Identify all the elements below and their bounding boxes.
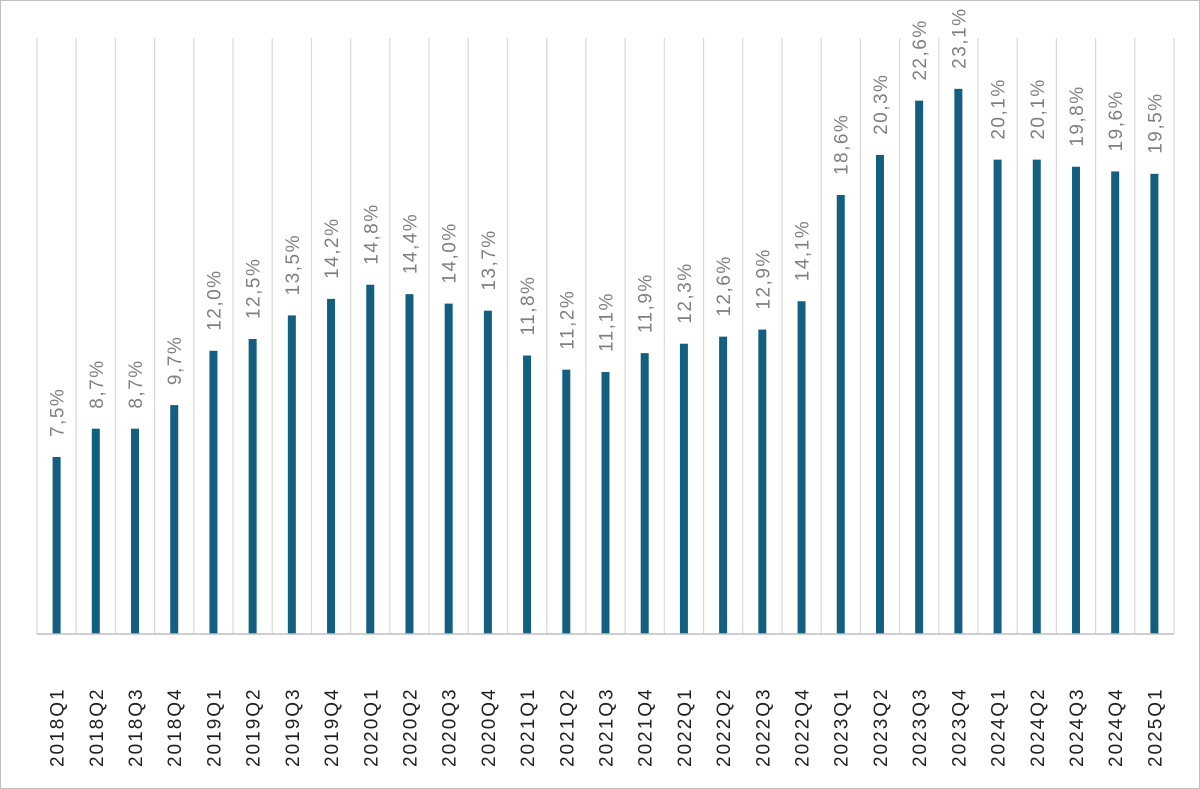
- x-tick-label: 2023Q4: [949, 687, 970, 767]
- x-tick-label: 2018Q3: [126, 687, 147, 767]
- data-label: 18,6%: [832, 114, 853, 175]
- x-tick-label: 2022Q4: [793, 687, 814, 767]
- x-tick-label: 2025Q1: [1145, 687, 1166, 767]
- x-tick-label: 2022Q1: [675, 687, 696, 767]
- bars: [52, 88, 1159, 635]
- x-tick-label: 2019Q3: [283, 687, 304, 767]
- x-tick-labels: 2018Q1 2018Q2 2018Q3 2018Q4 2019Q1 2019Q2 2019…: [48, 687, 1167, 767]
- data-label: 14,8%: [361, 203, 382, 264]
- x-tick-label: 2021Q1: [518, 687, 539, 767]
- bar: [91, 428, 100, 634]
- bar: [170, 405, 179, 634]
- bar: [366, 284, 375, 634]
- x-tick-label: 2019Q4: [322, 687, 343, 767]
- data-label: 14,2%: [322, 218, 343, 279]
- bar: [1032, 159, 1041, 634]
- bar: [954, 88, 963, 635]
- bar: [287, 315, 296, 634]
- x-tick-label: 2021Q2: [557, 687, 578, 767]
- bar: [758, 329, 767, 634]
- bar: [915, 100, 924, 634]
- data-label: 23,1%: [949, 7, 970, 68]
- x-tick-label: 2018Q1: [48, 687, 69, 767]
- bar: [562, 369, 571, 634]
- data-label: 11,1%: [597, 292, 618, 352]
- data-label: 19,6%: [1106, 90, 1127, 151]
- data-label: 12,0%: [204, 269, 225, 330]
- bar: [993, 159, 1002, 634]
- data-label: 11,2%: [557, 290, 578, 350]
- data-label: 14,0%: [440, 222, 461, 283]
- x-tick-label: 2024Q3: [1067, 687, 1088, 767]
- bar: [52, 457, 61, 634]
- bar: [1150, 173, 1159, 635]
- data-label: 12,6%: [714, 255, 735, 316]
- gridlines: [36, 38, 1175, 634]
- data-label: 12,3%: [675, 262, 696, 323]
- x-tick-label: 2023Q3: [910, 687, 931, 767]
- x-tick-label: 2024Q2: [1028, 687, 1049, 767]
- data-label: 12,5%: [244, 258, 265, 319]
- x-tick-label: 2023Q1: [832, 687, 853, 767]
- data-label: 14,1%: [793, 220, 814, 281]
- x-tick-label: 2020Q1: [361, 687, 382, 767]
- data-label: 20,1%: [989, 78, 1010, 139]
- bar: [640, 353, 649, 634]
- x-tick-label: 2020Q4: [479, 687, 500, 767]
- bar: [1071, 166, 1080, 634]
- data-label: 20,3%: [871, 74, 892, 135]
- data-label: 19,8%: [1067, 85, 1088, 146]
- bar: [405, 294, 414, 634]
- bar: [679, 343, 688, 634]
- x-tick-label: 2018Q2: [87, 687, 108, 767]
- data-label: 22,6%: [910, 19, 931, 80]
- data-label: 13,7%: [479, 229, 500, 290]
- data-label: 9,7%: [165, 336, 186, 385]
- bar: [601, 372, 610, 634]
- x-tick-label: 2019Q1: [204, 687, 225, 767]
- x-tick-label: 2023Q2: [871, 687, 892, 767]
- x-tick-label: 2021Q4: [636, 687, 657, 767]
- x-tick-label: 2019Q2: [244, 687, 265, 767]
- x-tick-label: 2022Q3: [753, 687, 774, 767]
- bar: [483, 310, 492, 634]
- x-tick-label: 2020Q3: [440, 687, 461, 767]
- bar: [1111, 171, 1120, 634]
- bar: [209, 350, 218, 634]
- data-label: 11,9%: [636, 273, 657, 333]
- bar: [797, 301, 806, 634]
- data-label: 8,7%: [87, 359, 108, 408]
- x-tick-label: 2020Q2: [400, 687, 421, 767]
- bar: [836, 195, 845, 635]
- x-tick-label: 2024Q1: [989, 687, 1010, 767]
- data-labels: 7,5% 8,7% 8,7% 9,7% 12,0% 12,5% 13,5% 14,2% 14,8…: [48, 7, 1167, 437]
- bar: [248, 339, 257, 634]
- bar: [719, 336, 728, 634]
- bar: [327, 298, 336, 634]
- data-label: 19,5%: [1145, 92, 1166, 153]
- x-tick-label: 2022Q2: [714, 687, 735, 767]
- x-tick-label: 2018Q4: [165, 687, 186, 767]
- x-tick-label: 2024Q4: [1106, 687, 1127, 767]
- bar: [875, 154, 884, 635]
- data-label: 14,4%: [400, 213, 421, 274]
- bar: [523, 355, 532, 634]
- data-label: 20,1%: [1028, 78, 1049, 139]
- data-label: 11,8%: [518, 276, 539, 336]
- x-tick-label: 2021Q3: [597, 687, 618, 767]
- bar: [131, 428, 140, 634]
- data-label: 12,9%: [753, 248, 774, 309]
- bar: [444, 303, 453, 634]
- data-label: 8,7%: [126, 359, 147, 408]
- data-label: 7,5%: [48, 388, 69, 437]
- data-label: 13,5%: [283, 234, 304, 295]
